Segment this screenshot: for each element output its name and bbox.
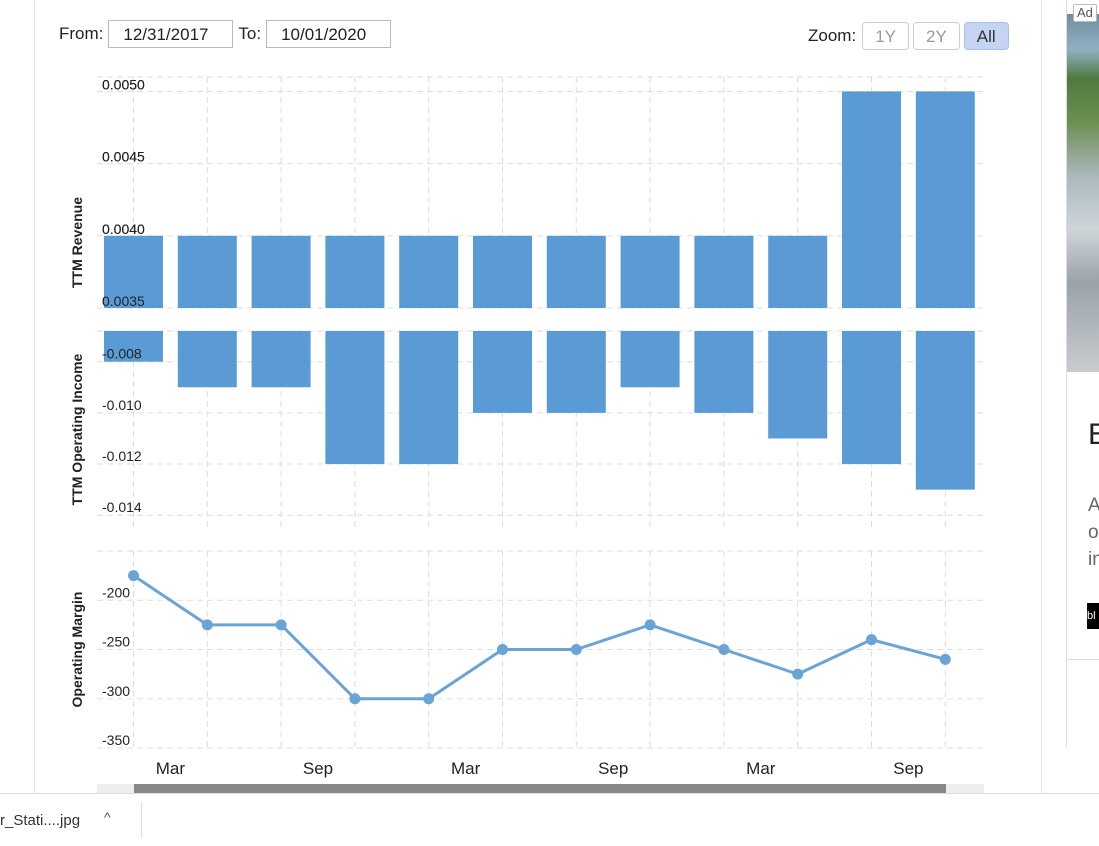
operating-income-bar <box>915 331 975 490</box>
operating-income-tick-label: -0.008 <box>102 346 142 362</box>
chevron-up-icon[interactable]: ^ <box>104 809 111 825</box>
revenue-axis-title: TTM Revenue <box>69 197 85 288</box>
revenue-tick-label: 0.0040 <box>102 221 145 237</box>
chart-svg: 0.00500.00450.00400.00350.00500.00450.00… <box>69 76 984 793</box>
revenue-bar <box>251 235 311 308</box>
navigator-thumb[interactable] <box>134 784 946 793</box>
operating-margin-point <box>939 653 951 665</box>
x-axis-label: Sep <box>893 759 923 778</box>
download-separator <box>141 802 142 838</box>
operating-margin-point <box>497 644 508 655</box>
x-axis-label: Mar <box>746 759 776 778</box>
revenue-bar <box>399 235 459 308</box>
operating-income-bar <box>768 331 828 439</box>
from-date-input[interactable]: 12/31/2017 <box>108 20 234 48</box>
operating-margin-point <box>718 644 730 655</box>
ad-badge: Ad <box>1073 4 1097 22</box>
operating-income-axis-title: TTM Operating Income <box>69 353 85 505</box>
operating-margin-point <box>201 619 213 631</box>
operating-income-tick-label: -0.010 <box>102 397 142 413</box>
revenue-bar <box>842 91 901 308</box>
operating-margin-point <box>570 644 582 655</box>
ad-logo: bl <box>1087 603 1099 629</box>
operating-margin-point <box>423 693 435 705</box>
x-axis-label: Sep <box>303 759 333 778</box>
operating-income-bar <box>620 331 680 388</box>
x-axis-label: Mar <box>156 759 186 778</box>
operating-income-bar <box>251 331 311 388</box>
revenue-tick-label: 0.0050 <box>102 76 145 92</box>
operating-income-bar <box>399 331 459 465</box>
operating-margin-point <box>128 570 139 582</box>
operating-margin-point <box>275 619 287 631</box>
revenue-tick-label: 0.0045 <box>102 149 145 165</box>
operating-income-tick-label: -0.012 <box>102 448 142 464</box>
to-label: To: <box>238 24 262 43</box>
operating-margin-tick-label: -200 <box>102 584 130 600</box>
operating-margin-axis-title: Operating Margin <box>69 592 85 708</box>
operating-income-tick-label: -0.014 <box>102 499 142 515</box>
revenue-bar <box>473 235 532 308</box>
date-range-bar: From: 12/31/2017 To: 10/01/2020 <box>59 20 396 48</box>
zoom-1y-button[interactable]: 1Y <box>862 22 909 50</box>
revenue-bar <box>325 235 385 308</box>
download-filename[interactable]: r_Stati....jpg <box>0 812 81 829</box>
ad-headline[interactable]: E <box>1088 418 1099 451</box>
operating-margin-point <box>349 693 361 705</box>
operating-margin-line <box>132 574 946 701</box>
operating-income-bar <box>694 331 754 413</box>
operating-income-bar <box>325 331 385 465</box>
x-axis-label: Mar <box>451 759 481 778</box>
zoom-2y-button[interactable]: 2Y <box>912 22 960 50</box>
revenue-tick-label: 0.0040 <box>102 221 145 237</box>
from-label: From: <box>59 24 104 43</box>
zoom-label: Zoom: <box>808 26 857 45</box>
operating-income-bar <box>177 331 237 388</box>
operating-income-bar <box>842 331 901 465</box>
revenue-bar <box>768 235 828 308</box>
operating-margin-tick-label: -300 <box>102 683 130 699</box>
ad-body-line-1: A <box>1088 495 1099 516</box>
ad-body-line-2: o <box>1088 522 1099 543</box>
operating-margin-point <box>644 619 656 631</box>
operating-margin-point <box>866 634 877 646</box>
ad-panel[interactable]: Ad E A o in bl <box>1066 0 1099 748</box>
operating-income-bar <box>546 331 606 413</box>
zoom-bar: Zoom: 1Y 2Y All <box>808 22 1013 50</box>
x-axis-label: Sep <box>598 759 628 778</box>
revenue-bar <box>915 91 975 308</box>
operating-margin-tick-label: -250 <box>102 634 130 650</box>
operating-margin-point <box>792 668 804 680</box>
revenue-tick-label: 0.0045 <box>102 149 145 165</box>
to-date-input[interactable]: 10/01/2020 <box>266 20 392 48</box>
operating-income-bar <box>104 331 163 362</box>
revenue-bar <box>546 235 606 308</box>
ad-divider <box>1067 659 1099 660</box>
revenue-bar <box>177 235 237 308</box>
revenue-bar <box>694 235 754 308</box>
operating-margin-tick-label: -350 <box>102 732 130 748</box>
operating-income-bar <box>473 331 532 413</box>
revenue-tick-label: 0.0050 <box>102 76 145 92</box>
ad-body-line-3: in <box>1088 549 1099 570</box>
zoom-all-button[interactable]: All <box>963 22 1009 50</box>
revenue-bar <box>104 235 163 308</box>
ad-image[interactable] <box>1067 14 1099 372</box>
revenue-bar <box>620 235 680 308</box>
revenue-tick-label: 0.0035 <box>102 293 145 309</box>
download-bar: r_Stati....jpg ^ <box>0 793 1099 846</box>
